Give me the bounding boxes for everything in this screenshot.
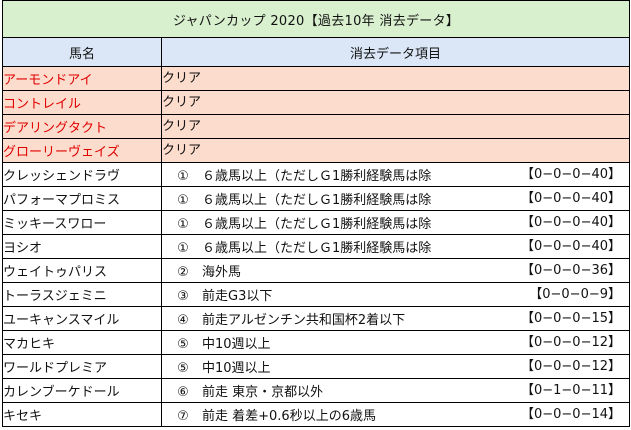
table-row: クレッシェンドラヴ ① ６歳馬以上（ただしＧ1勝利経験馬は除 【0−0−0−40】 <box>2 162 631 187</box>
condition-text: 中10週以上 <box>202 361 271 376</box>
table-row: トーラスジェミニ ③ 前走G3以下 【0−0−0−9】 <box>2 282 631 307</box>
condition-text: 前走 東京・京都以外 <box>202 385 324 400</box>
condition-text: 海外馬 <box>202 265 242 280</box>
horse-name: カレンブーケドール <box>2 378 162 403</box>
table-row: コントレイル クリア <box>2 90 631 115</box>
condition-text: 前走G3以下 <box>202 289 273 304</box>
record-result: 【0−0−0−14】 <box>520 407 622 422</box>
horse-name: デアリングタクト <box>2 114 162 139</box>
elimination-cell: ② 海外馬 【0−0−0−36】 <box>160 258 631 283</box>
clear-status: クリア <box>160 138 631 163</box>
table-row: デアリングタクト クリア <box>2 114 631 139</box>
status-text: クリア <box>162 143 202 158</box>
condition-number: ⑤ <box>177 337 189 352</box>
elimination-cell: ① ６歳馬以上（ただしＧ1勝利経験馬は除 【0−0−0−40】 <box>160 234 631 259</box>
horse-name: コントレイル <box>2 90 162 115</box>
table-row: ミッキースワロー ① ６歳馬以上（ただしＧ1勝利経験馬は除 【0−0−0−40】 <box>2 210 631 235</box>
horse-name: キセキ <box>2 402 162 427</box>
elimination-cell: ③ 前走G3以下 【0−0−0−9】 <box>160 282 631 307</box>
elimination-cell: ⑥ 前走 東京・京都以外 【0−1−0−11】 <box>160 378 631 403</box>
horse-name: マカヒキ <box>2 330 162 355</box>
condition-text: ６歳馬以上（ただしＧ1勝利経験馬は除 <box>202 193 432 208</box>
table-row: マカヒキ ⑤ 中10週以上 【0−0−0−12】 <box>2 330 631 355</box>
condition-text: 前走アルゼンチン共和国杯2着以下 <box>202 313 406 328</box>
horse-name: ミッキースワロー <box>2 210 162 235</box>
record-result: 【0−0−0−15】 <box>520 311 622 326</box>
elimination-cell: ⑤ 中10週以上 【0−0−0−12】 <box>160 330 631 355</box>
record-result: 【0−0−0−40】 <box>520 191 622 206</box>
elimination-cell: ① ６歳馬以上（ただしＧ1勝利経験馬は除 【0−0−0−40】 <box>160 162 631 187</box>
clear-status: クリア <box>160 114 631 139</box>
record-result: 【0−0−0−40】 <box>520 167 622 182</box>
sheet-title: ジャパンカップ 2020【過去10年 消去データ】 <box>1 0 631 38</box>
horse-name: ワールドプレミア <box>2 354 162 379</box>
column-header-data: 消去データ項目 <box>160 37 631 67</box>
condition-text: ６歳馬以上（ただしＧ1勝利経験馬は除 <box>202 217 432 232</box>
record-result: 【0−0−0−36】 <box>520 263 622 278</box>
table-row: カレンブーケドール ⑥ 前走 東京・京都以外 【0−1−0−11】 <box>2 378 631 403</box>
condition-number: ② <box>177 265 189 280</box>
condition-number: ① <box>177 241 189 256</box>
table-row: ウェイトゥパリス ② 海外馬 【0−0−0−36】 <box>2 258 631 283</box>
status-text: クリア <box>162 119 202 134</box>
elimination-cell: ④ 前走アルゼンチン共和国杯2着以下 【0−0−0−15】 <box>160 306 631 331</box>
horse-name: グローリーヴェイズ <box>2 138 162 163</box>
condition-number: ⑥ <box>177 385 189 400</box>
horse-name: ウェイトゥパリス <box>2 258 162 283</box>
condition-text: 前走 着差+0.6秒以上の6歳馬 <box>202 409 376 424</box>
clear-status: クリア <box>160 66 631 91</box>
table-row: パフォーマプロミス ① ６歳馬以上（ただしＧ1勝利経験馬は除 【0−0−0−40】 <box>2 186 631 211</box>
clear-status: クリア <box>160 90 631 115</box>
table-row: ユーキャンスマイル ④ 前走アルゼンチン共和国杯2着以下 【0−0−0−15】 <box>2 306 631 331</box>
horse-name: クレッシェンドラヴ <box>2 162 162 187</box>
record-result: 【0−0−0−40】 <box>520 215 622 230</box>
condition-number: ① <box>177 217 189 232</box>
elimination-cell: ⑤ 中10週以上 【0−0−0−12】 <box>160 354 631 379</box>
condition-number: ④ <box>177 313 189 328</box>
elimination-cell: ① ６歳馬以上（ただしＧ1勝利経験馬は除 【0−0−0−40】 <box>160 210 631 235</box>
table-row: ワールドプレミア ⑤ 中10週以上 【0−0−0−12】 <box>2 354 631 379</box>
status-text: クリア <box>162 71 202 86</box>
record-result: 【0−0−0−9】 <box>529 287 622 302</box>
record-result: 【0−1−0−11】 <box>520 383 622 398</box>
horse-name: ヨシオ <box>2 234 162 259</box>
table-row: キセキ ⑦ 前走 着差+0.6秒以上の6歳馬 【0−0−0−14】 <box>2 402 631 427</box>
status-text: クリア <box>162 95 202 110</box>
horse-name: ユーキャンスマイル <box>2 306 162 331</box>
horse-name: アーモンドアイ <box>2 66 162 91</box>
column-header-horse: 馬名 <box>2 37 162 67</box>
record-result: 【0−0−0−40】 <box>520 239 622 254</box>
elimination-cell: ⑦ 前走 着差+0.6秒以上の6歳馬 【0−0−0−14】 <box>160 402 631 427</box>
condition-number: ① <box>177 193 189 208</box>
horse-name: パフォーマプロミス <box>2 186 162 211</box>
condition-number: ⑤ <box>177 361 189 376</box>
table-row: ヨシオ ① ６歳馬以上（ただしＧ1勝利経験馬は除 【0−0−0−40】 <box>2 234 631 259</box>
condition-text: ６歳馬以上（ただしＧ1勝利経験馬は除 <box>202 241 432 256</box>
record-result: 【0−0−0−12】 <box>520 335 622 350</box>
condition-number: ① <box>177 169 189 184</box>
record-result: 【0−0−0−12】 <box>520 359 622 374</box>
condition-number: ⑦ <box>177 409 189 424</box>
condition-text: 中10週以上 <box>202 337 271 352</box>
condition-number: ③ <box>177 289 189 304</box>
condition-text: ６歳馬以上（ただしＧ1勝利経験馬は除 <box>202 169 432 184</box>
elimination-cell: ① ６歳馬以上（ただしＧ1勝利経験馬は除 【0−0−0−40】 <box>160 186 631 211</box>
horse-name: トーラスジェミニ <box>2 282 162 307</box>
table-row: グローリーヴェイズ クリア <box>2 138 631 163</box>
table-row: アーモンドアイ クリア <box>2 66 631 91</box>
